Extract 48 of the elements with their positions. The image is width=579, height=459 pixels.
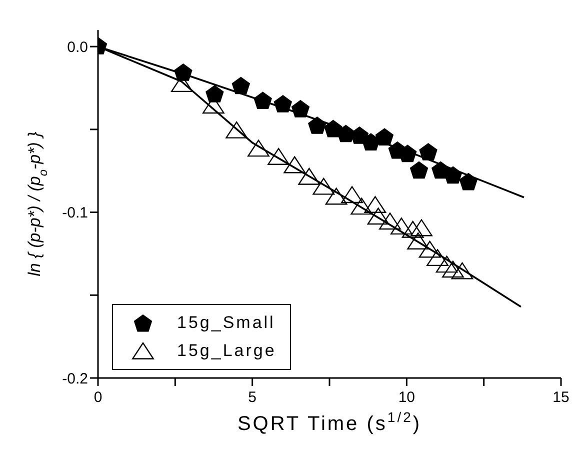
point [268,148,290,165]
point [407,232,430,250]
point [426,249,448,266]
point [308,116,326,134]
point [379,212,401,230]
point [419,143,438,160]
point [336,124,355,142]
point [410,219,432,236]
point [418,240,441,258]
x-tick-label: 15 [552,389,570,406]
point [350,126,368,144]
point [459,172,478,190]
point [248,140,270,157]
point [274,95,292,112]
point [324,120,342,138]
point [174,64,192,81]
x-tick-label: 5 [248,389,257,406]
point [367,208,390,225]
point [436,256,458,273]
point [325,188,348,205]
x-axis-title: SQRT Time (s$^{1/2}$) [237,409,422,435]
y-tick-label: -0.2 [62,370,88,388]
point [226,121,248,138]
point [362,133,380,150]
legend-label: 15g_Small [177,313,276,333]
point [291,100,310,118]
point [254,92,272,110]
y-tick-label: -0.1 [62,204,88,222]
point [398,144,417,162]
point [364,196,386,214]
point [375,128,394,146]
point [341,186,363,204]
y-tick-label: 0.0 [67,38,88,56]
x-tick-label: 0 [94,389,102,406]
point [298,168,320,185]
point [350,198,373,215]
point [442,260,464,278]
legend-label: 15g_Large [177,341,276,361]
point [312,178,335,195]
point [451,262,474,280]
point [444,166,462,184]
point [390,218,412,235]
x-tick-label: 10 [398,389,416,406]
point [232,76,250,94]
point [402,220,424,238]
point [284,156,306,174]
point [410,161,428,179]
point [206,85,224,102]
